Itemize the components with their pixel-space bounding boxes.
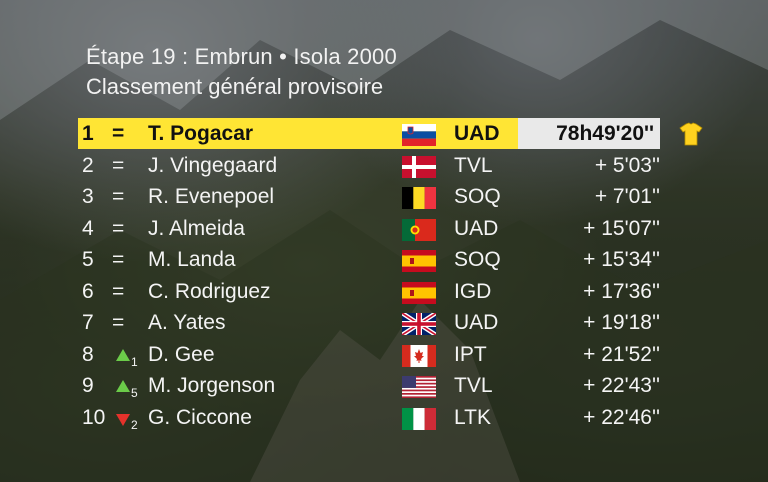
time-gap: + 15'34'' — [583, 248, 660, 271]
time-gap: + 5'03'' — [594, 153, 660, 177]
rider-name: T. Pogacar — [148, 122, 254, 145]
canada-flag — [402, 344, 436, 367]
rider-name: G. Ciccone — [148, 405, 252, 429]
standings-row: 9 5 M. Jorgenson TVL + 22'43'' — [78, 370, 704, 402]
belgium-flag — [402, 187, 436, 209]
leader-highlight-bar — [78, 118, 518, 149]
time-gap: + 19'18'' — [583, 311, 660, 334]
positions-lost: 2 — [131, 417, 138, 432]
spain-flag — [402, 281, 436, 304]
uk-flag — [402, 313, 436, 335]
up-arrow-icon — [116, 348, 130, 361]
team-code: IGD — [454, 279, 492, 303]
team-code: UAD — [454, 216, 499, 240]
denmark-flag — [402, 155, 436, 178]
positions-gained: 1 — [131, 354, 138, 369]
slovenia-flag — [402, 124, 436, 146]
standings-row: 8 1 D. Gee IPT + 21'52'' — [78, 339, 704, 371]
standings-row: 4 = J. Almeida UAD + 15'07'' — [78, 213, 704, 245]
yellow-jersey-icon — [679, 122, 703, 146]
up-arrow-icon — [116, 380, 130, 392]
stage-title: Étape 19 : Embrun • Isola 2000 — [86, 44, 397, 69]
time-gap: + 7'01'' — [594, 185, 660, 208]
position-change: = — [112, 153, 125, 177]
team-code: LTK — [454, 405, 491, 429]
standings-row: 2 = J. Vingegaard TVL + 5'03'' — [78, 150, 704, 182]
team-code: UAD — [454, 122, 500, 145]
time-gap: + 15'07'' — [583, 216, 660, 240]
time-gap: + 17'36'' — [583, 279, 660, 303]
time-gap: + 22'46'' — [583, 405, 660, 429]
rider-name: R. Evenepoel — [148, 185, 275, 208]
position: 7 — [82, 311, 94, 334]
header: Étape 19 : Embrun • Isola 2000 Classemen… — [86, 42, 397, 102]
position: 2 — [82, 153, 94, 177]
position-change: = — [112, 248, 125, 271]
rider-name: J. Vingegaard — [148, 153, 278, 177]
down-arrow-icon — [116, 413, 130, 426]
position: 1 — [82, 122, 94, 145]
position: 3 — [82, 185, 94, 208]
position-change: = — [112, 185, 125, 208]
position-change: = — [112, 279, 125, 303]
spain-flag — [402, 250, 436, 272]
position: 10 — [82, 405, 106, 429]
rider-name: D. Gee — [148, 342, 215, 366]
time-gap: + 21'52'' — [583, 342, 660, 366]
team-code: TVL — [454, 374, 493, 397]
standings-table: 1 = T. Pogacar UAD 78h49'20'' 2 = J. Vingegaard… — [78, 118, 704, 433]
standings-row: 3 = R. Evenepoel SOQ + 7'01'' — [78, 181, 704, 213]
rider-name: C. Rodriguez — [148, 279, 271, 303]
position-change: = — [112, 311, 125, 334]
standings-row: 6 = C. Rodriguez IGD + 17'36'' — [78, 276, 704, 308]
position: 9 — [82, 374, 94, 397]
position-change: = — [112, 122, 125, 145]
team-code: SOQ — [454, 248, 501, 271]
position-change: = — [112, 216, 125, 240]
standings-row: 10 2 G. Ciccone LTK + 22'46'' — [78, 402, 704, 434]
rider-name: M. Jorgenson — [148, 374, 276, 397]
standings-row: 7 = A. Yates UAD + 19'18'' — [78, 307, 704, 339]
usa-flag — [402, 376, 436, 398]
italy-flag — [402, 407, 436, 430]
team-code: SOQ — [454, 185, 501, 208]
position: 8 — [82, 342, 94, 366]
team-code: IPT — [454, 342, 487, 366]
leader-time-box — [518, 118, 660, 149]
time-gap: + 22'43'' — [583, 374, 660, 397]
team-code: TVL — [454, 153, 493, 177]
rider-name: J. Almeida — [148, 216, 245, 240]
position: 4 — [82, 216, 94, 240]
standings-row: 5 = M. Landa SOQ + 15'34'' — [78, 244, 704, 276]
portugal-flag — [402, 218, 436, 241]
position: 6 — [82, 279, 94, 303]
standings-row-leader: 1 = T. Pogacar UAD 78h49'20'' — [78, 118, 704, 150]
rider-name: M. Landa — [148, 248, 236, 271]
team-code: UAD — [454, 311, 499, 334]
position: 5 — [82, 248, 94, 271]
total-time: 78h49'20'' — [556, 122, 654, 145]
positions-gained: 5 — [131, 386, 138, 400]
rider-name: A. Yates — [148, 311, 226, 334]
classification-subtitle: Classement général provisoire — [86, 74, 384, 99]
